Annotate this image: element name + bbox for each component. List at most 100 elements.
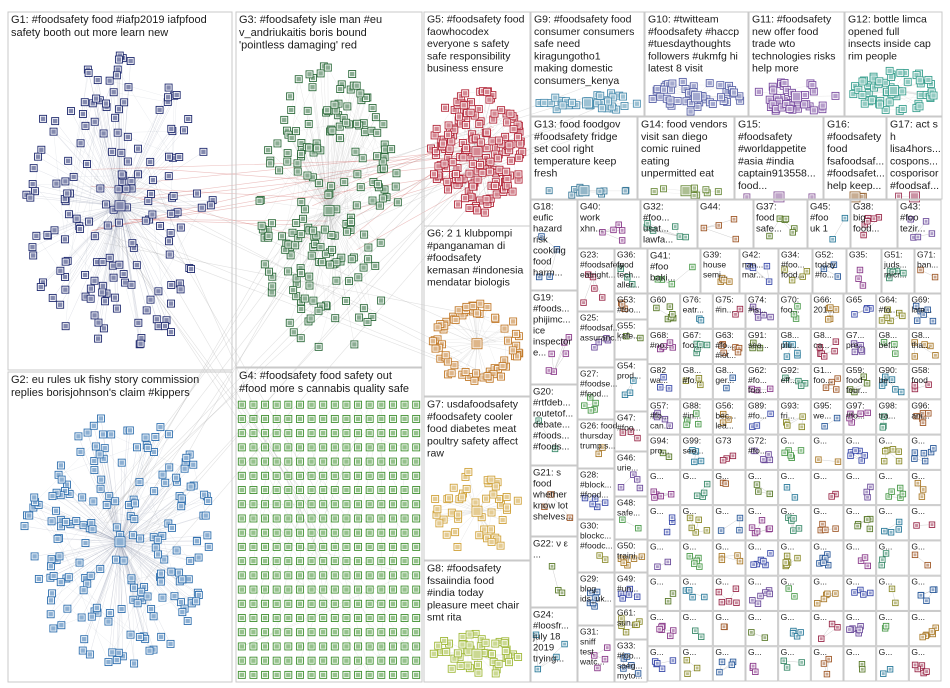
- node-fill: [896, 194, 901, 198]
- node-fill: [53, 508, 59, 514]
- edge: [119, 205, 121, 265]
- edge: [93, 501, 121, 542]
- node-fill: [369, 128, 374, 133]
- node-fill: [824, 386, 828, 390]
- edge: [119, 541, 156, 548]
- node-fill: [390, 473, 396, 479]
- node-fill: [297, 672, 303, 678]
- node-fill: [470, 184, 475, 189]
- node-fill: [78, 141, 83, 146]
- edge: [82, 497, 121, 542]
- node-fill: [800, 425, 804, 429]
- node-fill: [262, 544, 268, 550]
- edge: [119, 541, 183, 613]
- edge: [328, 97, 367, 211]
- node-fill: [885, 316, 889, 320]
- node-fill: [621, 596, 625, 600]
- edge: [119, 541, 161, 578]
- node-fill: [684, 235, 688, 239]
- node-fill: [239, 601, 245, 606]
- hub-node-fill: [473, 148, 481, 156]
- node-fill: [508, 111, 513, 116]
- node-fill: [251, 544, 256, 550]
- node-fill: [320, 502, 326, 507]
- node-fill: [367, 573, 372, 578]
- node-fill: [692, 193, 696, 198]
- node-fill: [135, 172, 141, 177]
- edge: [311, 404, 370, 547]
- node-fill: [363, 95, 369, 101]
- node-fill: [691, 84, 696, 89]
- node-fill: [298, 335, 303, 341]
- node-fill: [472, 378, 477, 384]
- node-fill: [251, 416, 256, 422]
- node-fill: [160, 595, 165, 600]
- node-fill: [492, 183, 498, 189]
- edge: [119, 434, 170, 542]
- node-fill: [239, 502, 245, 507]
- inter-group-edge: [356, 174, 491, 251]
- node-fill: [853, 312, 856, 316]
- node-fill: [262, 658, 268, 663]
- node-fill: [92, 119, 97, 124]
- node-fill: [143, 218, 149, 223]
- hub-node-fill: [325, 207, 333, 215]
- node-fill: [298, 231, 304, 237]
- node-fill: [355, 615, 361, 621]
- node-fill: [344, 402, 349, 407]
- node-fill: [82, 575, 88, 581]
- node-fill: [379, 644, 384, 649]
- node-fill: [921, 421, 925, 425]
- node-fill: [251, 487, 256, 493]
- node-fill: [262, 601, 268, 606]
- node-fill: [297, 416, 303, 422]
- node-fill: [64, 191, 70, 196]
- node-fill: [286, 430, 291, 436]
- node-fill: [547, 189, 551, 193]
- node-fill: [379, 473, 384, 479]
- node-fill: [274, 530, 279, 535]
- node-fill: [251, 473, 256, 479]
- node-fill: [210, 197, 215, 203]
- node-fill: [692, 186, 697, 190]
- node-fill: [493, 145, 499, 151]
- node-fill: [113, 557, 119, 562]
- node-fill: [251, 459, 256, 464]
- node-fill: [206, 544, 211, 550]
- node-fill: [288, 253, 293, 258]
- node-fill: [332, 558, 338, 564]
- node-fill: [35, 154, 41, 159]
- node-fill: [734, 312, 737, 316]
- node-fill: [367, 544, 372, 550]
- node-fill: [239, 530, 245, 535]
- node-fill: [502, 326, 507, 331]
- node-fill: [239, 416, 245, 422]
- inter-group-edge: [93, 178, 463, 354]
- edge: [119, 447, 148, 542]
- node-fill: [162, 557, 167, 562]
- node-fill: [768, 234, 771, 238]
- edge: [328, 210, 368, 323]
- node-fill: [179, 504, 184, 509]
- node-fill: [498, 374, 504, 379]
- edge: [299, 447, 370, 661]
- edge: [241, 404, 417, 661]
- node-fill: [282, 117, 287, 123]
- node-fill: [286, 573, 291, 578]
- node-fill: [468, 110, 473, 115]
- node-fill: [344, 672, 349, 678]
- edge: [119, 454, 190, 542]
- node-fill: [332, 530, 338, 535]
- node-fill: [355, 601, 361, 606]
- node-fill: [208, 203, 214, 208]
- node-fill: [727, 280, 731, 284]
- node-fill: [68, 521, 73, 527]
- node-fill: [157, 223, 163, 229]
- edge: [818, 459, 839, 462]
- node-fill: [332, 630, 338, 635]
- edge: [291, 79, 299, 111]
- node-fill: [124, 205, 130, 210]
- node-fill: [316, 308, 321, 314]
- edge: [119, 205, 170, 255]
- node-fill: [654, 306, 658, 310]
